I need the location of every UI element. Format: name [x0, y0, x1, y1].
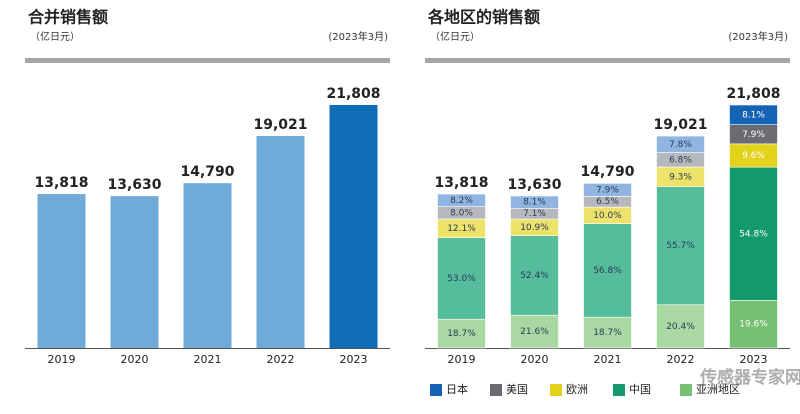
- watermark: 传感器专家网: [699, 367, 800, 388]
- segment-label: 8.0%: [450, 208, 473, 218]
- chart-title: 各地区的销售额: [427, 8, 540, 27]
- bar: [183, 183, 232, 348]
- unit: （亿日元）: [30, 30, 80, 43]
- segment-label: 8.1%: [742, 110, 765, 120]
- bar-segment: [510, 235, 559, 316]
- value-label: 21,808: [326, 86, 380, 102]
- bar-segment: [656, 135, 705, 153]
- segment-label: 20.4%: [666, 322, 695, 332]
- bar-segment: [656, 304, 705, 349]
- bar: [37, 194, 86, 348]
- bar: [256, 136, 305, 348]
- divider: [425, 58, 790, 63]
- bar-segment: [729, 166, 778, 301]
- segment-label: 6.5%: [596, 197, 619, 207]
- x-tick-label: 2019: [48, 353, 76, 366]
- legend-label: 欧洲: [566, 383, 588, 396]
- segment-label: 7.8%: [669, 140, 692, 150]
- value-label: 13,630: [107, 177, 161, 193]
- bar-segment: [437, 237, 486, 320]
- segment-label: 7.9%: [596, 185, 619, 195]
- bar-segment: [510, 195, 559, 209]
- total-label: 13,630: [507, 177, 561, 193]
- segment-label: 9.3%: [669, 172, 692, 182]
- x-tick-label: 2021: [194, 353, 222, 366]
- legend-label: 亚洲地区: [696, 383, 740, 396]
- segment-label: 10.9%: [520, 223, 549, 233]
- bar-segment: [583, 183, 632, 197]
- legend-label: 美国: [506, 383, 528, 396]
- bar: [110, 196, 159, 348]
- x-tick-label: 2021: [594, 353, 622, 366]
- divider: [25, 58, 390, 63]
- bar-segment: [729, 300, 778, 349]
- segment-label: 12.1%: [447, 224, 476, 234]
- segment-label: 55.7%: [666, 241, 695, 251]
- segment-label: 10.0%: [593, 211, 622, 221]
- unit: （亿日元）: [430, 30, 480, 43]
- chart-title: 合并销售额: [28, 8, 108, 27]
- segment-label: 9.6%: [742, 151, 765, 161]
- legend-swatch: [490, 384, 502, 396]
- note: (2023年3月): [728, 30, 788, 43]
- bar-segment: [437, 318, 486, 349]
- legend-swatch: [680, 384, 692, 396]
- value-label: 14,790: [180, 164, 234, 180]
- bar-segment: [510, 314, 559, 349]
- legend-label: 日本: [446, 382, 468, 396]
- x-tick-label: 2020: [121, 353, 149, 366]
- value-label: 13,818: [34, 175, 88, 191]
- total-label: 19,021: [653, 117, 707, 133]
- segment-label: 8.2%: [450, 196, 473, 206]
- total-label: 14,790: [580, 164, 634, 180]
- bar: [329, 105, 378, 348]
- segment-label: 18.7%: [593, 328, 622, 338]
- segment-label: 18.7%: [447, 329, 476, 339]
- x-tick-label: 2022: [267, 353, 295, 366]
- segment-label: 53.0%: [447, 274, 476, 284]
- legend-swatch: [550, 384, 562, 396]
- bar-segment: [583, 223, 632, 318]
- legend-swatch: [430, 384, 442, 396]
- x-tick-label: 2020: [521, 353, 549, 366]
- total-label: 13,818: [434, 175, 488, 191]
- segment-label: 19.6%: [739, 320, 768, 330]
- note: (2023年3月): [328, 30, 388, 43]
- x-tick-label: 2022: [667, 353, 695, 366]
- segment-label: 21.6%: [520, 327, 549, 337]
- legend-label: 中国: [629, 383, 651, 396]
- segment-label: 52.4%: [520, 271, 549, 281]
- x-tick-label: 2019: [448, 353, 476, 366]
- bar-segment: [729, 104, 778, 125]
- bar-segment: [583, 316, 632, 349]
- legend-swatch: [613, 384, 625, 396]
- segment-label: 8.1%: [523, 198, 546, 208]
- total-label: 21,808: [726, 86, 780, 102]
- value-label: 19,021: [253, 117, 307, 133]
- segment-label: 54.8%: [739, 229, 768, 239]
- segment-label: 6.8%: [669, 155, 692, 165]
- bar-segment: [656, 186, 705, 306]
- segment-label: 56.8%: [593, 266, 622, 276]
- bar-segment: [437, 193, 486, 207]
- x-tick-label: 2023: [740, 353, 768, 366]
- segment-label: 7.9%: [742, 130, 765, 140]
- segment-label: 7.1%: [523, 209, 546, 219]
- x-tick-label: 2023: [340, 353, 368, 366]
